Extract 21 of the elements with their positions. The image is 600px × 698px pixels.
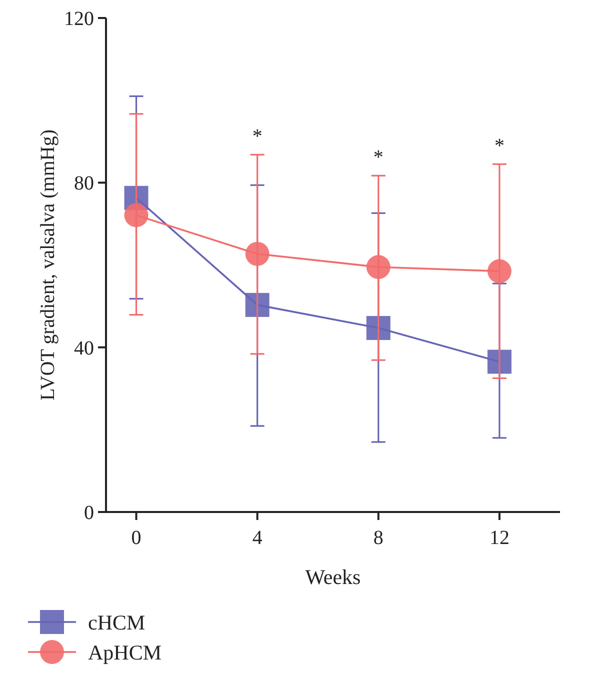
- x-axis-title: Weeks: [305, 565, 361, 589]
- legend-label: cHCM: [88, 610, 146, 634]
- point: [245, 242, 270, 266]
- y-tick-label: 120: [64, 8, 94, 30]
- point: [366, 316, 390, 340]
- annotation: *: [252, 126, 262, 148]
- point: [245, 292, 270, 317]
- x-tick-label: 0: [131, 527, 142, 549]
- y-tick-label: 80: [74, 172, 94, 195]
- y-axis-title: LVOT gradient, valsalva (mmHg): [37, 129, 59, 401]
- y-tick-label: 40: [74, 337, 94, 360]
- annotation: *: [494, 135, 504, 158]
- y-tick-label: 0: [84, 502, 94, 524]
- x-tick-label: 12: [489, 527, 510, 549]
- x-tick-label: 8: [373, 527, 384, 549]
- x-tick-label: 4: [252, 527, 262, 549]
- point: [124, 203, 148, 228]
- legend-label: ApHCM: [88, 640, 162, 664]
- point: [487, 259, 512, 284]
- point: [366, 255, 390, 280]
- annotation: *: [373, 146, 384, 169]
